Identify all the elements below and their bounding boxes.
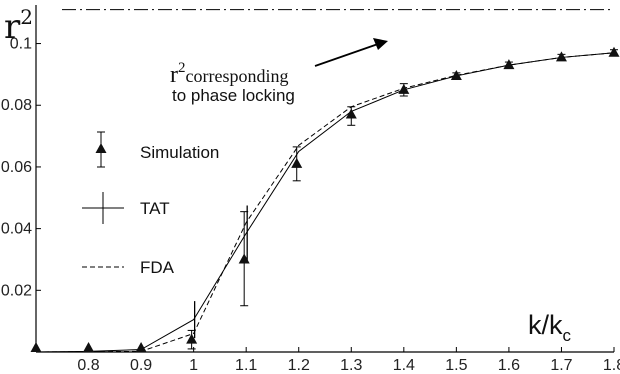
x-tick-label: 1.6 bbox=[498, 357, 520, 374]
x-tick-label: 1 bbox=[189, 357, 198, 374]
legend-item-simulation: Simulation bbox=[95, 131, 219, 168]
fda-line bbox=[35, 52, 615, 353]
annotation-line1: r2corresponding bbox=[170, 60, 288, 88]
y-tick-label: 0.04 bbox=[1, 221, 32, 238]
legend-tat-label: TAT bbox=[140, 199, 170, 218]
annotation-arrow bbox=[314, 43, 379, 67]
y-tick-label: 0.06 bbox=[1, 159, 32, 176]
simulation-marker bbox=[450, 69, 462, 80]
x-tick-label: 1.2 bbox=[288, 357, 310, 374]
annotation-line2: to phase locking bbox=[172, 86, 295, 105]
x-tick-label: 1.4 bbox=[393, 357, 415, 374]
simulation-marker bbox=[291, 157, 303, 168]
simulation-marker bbox=[30, 342, 42, 352]
x-tick-label: 1.3 bbox=[340, 357, 362, 374]
tat-line bbox=[35, 52, 615, 353]
y-tick-label: 0.02 bbox=[1, 282, 32, 299]
simulation-marker bbox=[345, 108, 357, 119]
x-tick-label: 0.9 bbox=[130, 357, 152, 374]
simulation-marker bbox=[238, 253, 250, 264]
legend-fda-label: FDA bbox=[140, 258, 175, 277]
annotation-arrowhead bbox=[373, 38, 388, 50]
y-tick-label: 0.1 bbox=[10, 36, 32, 53]
legend-simulation-marker bbox=[95, 143, 107, 153]
simulation-marker bbox=[83, 342, 95, 352]
phase-locking-annotation: r2corresponding to phase locking bbox=[170, 38, 388, 105]
fda-series bbox=[35, 52, 615, 353]
legend-simulation-label: Simulation bbox=[140, 143, 219, 162]
x-tick-label: 0.8 bbox=[77, 357, 99, 374]
legend: Simulation TAT FDA bbox=[82, 131, 219, 277]
x-tick-label: 1.8 bbox=[603, 357, 620, 374]
simulation-marker bbox=[186, 333, 198, 344]
x-tick-label: 1.7 bbox=[550, 357, 572, 374]
ticks: 0.8 0.9 1 1.1 1.2 1.3 1.4 1.5 1.6 1.7 1.8 0.02 0.04 0… bbox=[1, 36, 620, 374]
legend-item-tat: TAT bbox=[82, 192, 170, 224]
simulation-marker bbox=[503, 59, 515, 70]
x-axis-title: k/kc bbox=[528, 310, 572, 345]
x-tick-label: 1.1 bbox=[235, 357, 257, 374]
simulation-marker bbox=[398, 83, 410, 94]
simulation-series bbox=[30, 46, 620, 352]
simulation-marker bbox=[608, 46, 620, 57]
simulation-marker bbox=[555, 51, 567, 62]
tat-series bbox=[35, 52, 615, 353]
legend-item-fda: FDA bbox=[82, 258, 175, 277]
y-axis-title: r2 bbox=[4, 5, 33, 47]
y-tick-label: 0.08 bbox=[1, 97, 32, 114]
x-tick-label: 1.5 bbox=[445, 357, 467, 374]
simulation-marker bbox=[135, 342, 147, 352]
